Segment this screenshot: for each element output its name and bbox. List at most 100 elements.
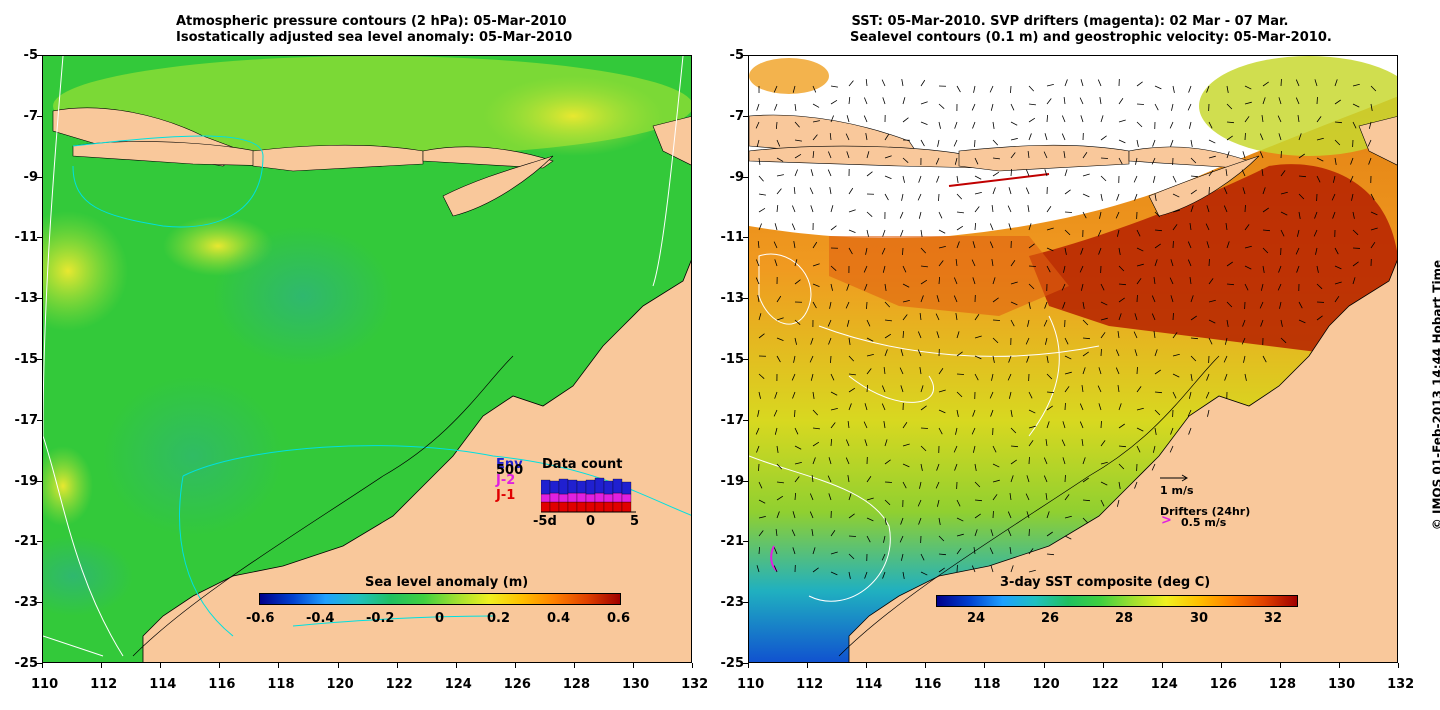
velocity-vector: [866, 337, 874, 342]
velocity-vector: [881, 79, 886, 87]
velocity-vector: [989, 223, 994, 231]
velocity-vector: [1314, 211, 1318, 219]
velocity-vector: [938, 535, 945, 542]
left-lat-tick: -23: [14, 595, 39, 611]
velocity-vector: [956, 499, 961, 507]
velocity-vector: [758, 391, 761, 399]
velocity-vector: [1154, 229, 1163, 232]
left-lon-tick: 122: [385, 677, 413, 692]
velocity-vector: [791, 223, 796, 231]
velocity-vector: [830, 422, 836, 429]
velocity-vector: [812, 134, 818, 141]
velocity-vector: [1080, 115, 1084, 123]
velocity-vector: [829, 187, 832, 195]
velocity-vector: [1172, 85, 1175, 93]
velocity-vector: [1100, 499, 1105, 507]
velocity-vector: [1064, 386, 1070, 393]
velocity-vector: [1064, 535, 1072, 540]
velocity-vector: [1117, 331, 1120, 339]
velocity-vector: [776, 481, 784, 484]
velocity-vector: [1334, 99, 1341, 105]
velocity-vector: [902, 421, 908, 429]
velocity-vector: [920, 247, 927, 254]
velocity-vector: [900, 385, 904, 393]
data-count-label-env: Env: [496, 457, 523, 472]
velocity-vector: [974, 222, 977, 231]
right-cbar-tick: 28: [1115, 611, 1134, 626]
velocity-vector: [920, 405, 927, 411]
left-lat-tick-mark: [37, 663, 42, 664]
velocity-vector: [848, 387, 856, 393]
velocity-vector: [990, 529, 994, 537]
velocity-vector: [1118, 297, 1125, 303]
velocity-vector: [828, 151, 832, 159]
right-lon-tick: 126: [1209, 677, 1237, 692]
left-lon-tick-mark: [573, 663, 575, 668]
velocity-vector: [1027, 319, 1030, 327]
velocity-vector: [919, 367, 922, 375]
velocity-vector: [848, 337, 851, 345]
velocity-vector: [974, 175, 982, 180]
velocity-vector: [1099, 211, 1102, 219]
right-lat-tick-mark: [743, 237, 748, 239]
velocity-vector: [758, 530, 764, 537]
velocity-vector: [1169, 121, 1174, 129]
right-lat-tick: -23: [720, 595, 745, 611]
velocity-vector: [1044, 301, 1048, 309]
velocity-vector: [848, 553, 855, 560]
velocity-vector: [1172, 193, 1180, 198]
velocity-vector: [847, 475, 850, 483]
velocity-vector: [1043, 151, 1048, 159]
velocity-vector: [776, 174, 784, 177]
velocity-vector: [810, 169, 814, 177]
velocity-vector: [1100, 301, 1108, 306]
velocity-vector: [938, 367, 944, 375]
velocity-vector: [992, 494, 998, 501]
velocity-vector: [811, 475, 814, 483]
velocity-vector: [972, 277, 976, 285]
left-lat-tick: -17: [14, 412, 39, 428]
left-lat-tick-mark: [37, 176, 42, 178]
velocity-vector: [1226, 135, 1233, 141]
right-lon-tick: 112: [796, 677, 824, 692]
left-cbar-tick: 0.2: [487, 611, 511, 626]
velocity-vector: [1298, 211, 1301, 219]
velocity-vector: [830, 85, 838, 88]
right-lon-tick: 132: [1387, 677, 1415, 692]
velocity-vector: [830, 438, 833, 447]
velocity-vector: [812, 391, 815, 399]
velocity-vector: [829, 132, 832, 141]
velocity-vector: [794, 103, 797, 111]
velocity-vector: [1100, 440, 1106, 447]
right-lon-tick-mark: [1339, 663, 1340, 668]
velocity-vector: [919, 481, 922, 489]
velocity-vector: [1244, 85, 1252, 90]
velocity-vector: [936, 463, 940, 471]
velocity-vector: [1172, 373, 1180, 378]
velocity-vector: [776, 204, 779, 213]
velocity-vector: [1334, 121, 1343, 124]
velocity-vector: [1278, 133, 1282, 141]
velocity-vector: [1010, 138, 1018, 141]
velocity-vector: [1297, 115, 1300, 123]
velocity-vector: [809, 355, 814, 363]
left-lon-tick-mark: [278, 663, 280, 668]
velocity-vector: [810, 373, 814, 381]
data-count-bar: [567, 501, 578, 513]
velocity-vector: [1241, 337, 1246, 345]
velocity-vector: [1172, 224, 1178, 231]
velocity-vector: [1277, 283, 1282, 291]
velocity-vector: [1190, 315, 1197, 321]
velocity-vector: [776, 188, 782, 195]
velocity-vector: [810, 205, 814, 213]
right-lon-tick-mark: [1220, 663, 1222, 668]
data-count-bar: [585, 479, 596, 495]
velocity-vector: [1352, 261, 1359, 267]
velocity-vector: [794, 319, 801, 325]
velocity-vector: [758, 333, 765, 339]
left-lat-tick-mark: [37, 602, 42, 604]
velocity-vector: [1261, 169, 1264, 177]
velocity-vector: [1135, 157, 1138, 165]
velocity-vector: [1136, 81, 1143, 87]
velocity-vector: [1098, 247, 1102, 255]
